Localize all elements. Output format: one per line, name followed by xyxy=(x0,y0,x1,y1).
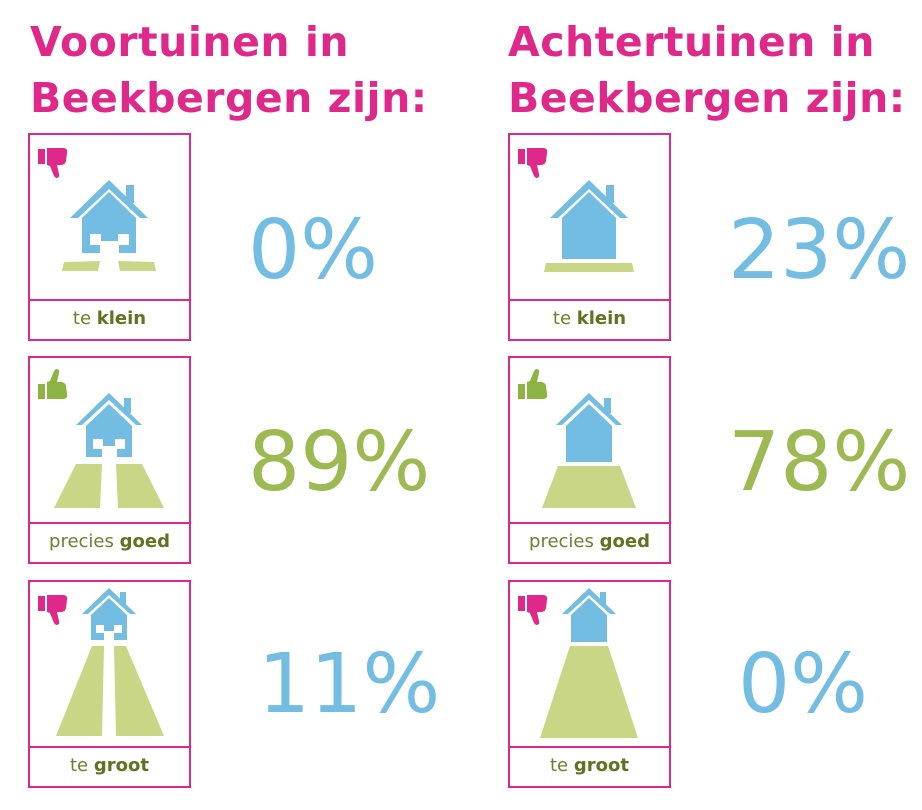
card-caption: precies goed xyxy=(510,522,669,562)
house-with-small-garden-icon xyxy=(62,180,156,271)
house-with-large-garden-icon xyxy=(56,588,164,736)
back-card-too-small: te klein xyxy=(508,133,671,341)
card-caption: precies goed xyxy=(30,522,189,562)
thumbs-down-icon xyxy=(518,148,548,178)
back-card-just-right: precies goed xyxy=(508,356,671,564)
house-with-medium-backyard-icon xyxy=(542,393,636,508)
card-caption: te groot xyxy=(510,746,669,786)
front-card-too-big: te groot xyxy=(28,580,191,788)
thumbs-up-icon xyxy=(518,369,548,399)
percentage-label: 89% xyxy=(248,415,431,510)
house-with-medium-garden-icon xyxy=(54,393,164,508)
percentage-label: 11% xyxy=(258,637,441,732)
thumbs-up-icon xyxy=(38,369,68,399)
front-gardens-panel: Voortuinen in Beekbergen zijn: xyxy=(28,18,441,788)
card-caption: te groot xyxy=(30,746,189,786)
front-card-too-small: te klein xyxy=(28,133,191,341)
percentage-label: 0% xyxy=(248,203,379,298)
house-with-large-backyard-icon xyxy=(540,588,638,738)
thumbs-down-icon xyxy=(518,595,548,625)
percentage-label: 78% xyxy=(728,415,911,510)
card-caption: te klein xyxy=(510,299,669,339)
percentage-label: 23% xyxy=(728,203,911,298)
front-gardens-title: Voortuinen in Beekbergen zijn: xyxy=(30,18,428,122)
card-caption: te klein xyxy=(30,299,189,339)
thumbs-down-icon xyxy=(38,595,68,625)
thumbs-down-icon xyxy=(38,148,68,178)
house-with-small-backyard-icon xyxy=(544,180,634,272)
back-gardens-title: Achtertuinen in Beekbergen zijn: xyxy=(508,18,906,122)
back-card-too-big: te groot xyxy=(508,580,671,788)
percentage-label: 0% xyxy=(738,637,869,732)
front-card-just-right: precies goed xyxy=(28,356,191,564)
